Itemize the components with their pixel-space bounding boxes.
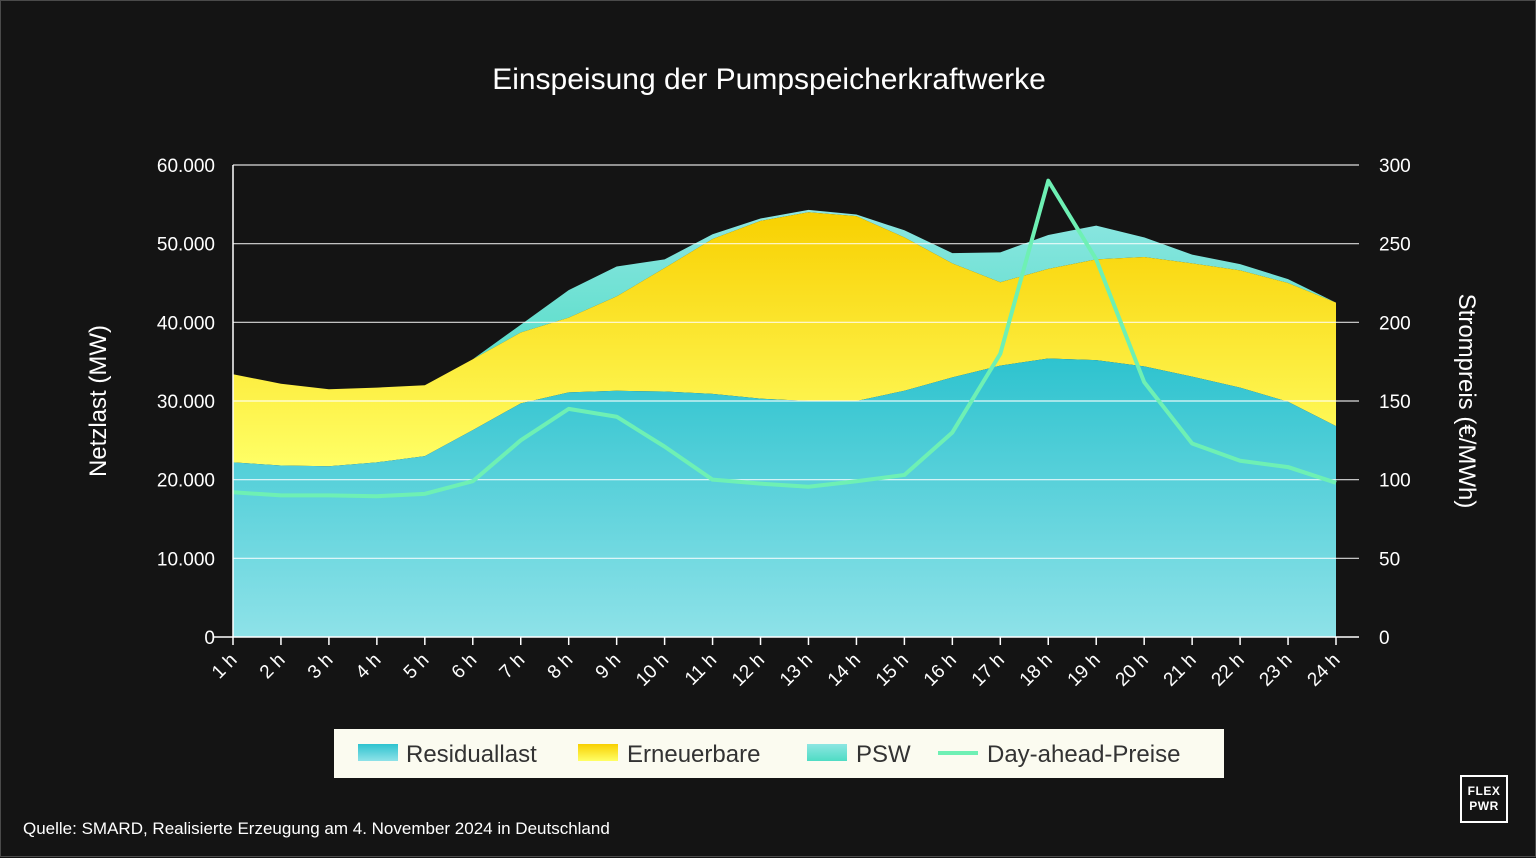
y-tick-right-label: 0 <box>1379 628 1390 649</box>
area-erneuerbare <box>233 212 1336 467</box>
area-residuallast <box>233 358 1336 637</box>
x-tick-label: 5 h <box>400 650 434 684</box>
y-tick-right-label: 300 <box>1379 156 1411 177</box>
y-tick-right-label: 250 <box>1379 235 1411 256</box>
x-tick-label: 16 h <box>920 650 961 691</box>
y-tick-left-label: 60.000 <box>157 156 215 177</box>
legend: Residuallast Erneuerbare PSW Day-ahead-P… <box>334 729 1224 778</box>
x-tick-label: 23 h <box>1256 650 1297 691</box>
y-tick-left-label: 20.000 <box>157 471 215 492</box>
x-tick-label: 10 h <box>632 650 673 691</box>
x-tick-label: 20 h <box>1112 650 1153 691</box>
x-tick-label: 2 h <box>256 650 290 684</box>
x-tick-label: 8 h <box>544 650 578 684</box>
legend-label-residuallast: Residuallast <box>406 741 537 768</box>
y-tick-right-label: 100 <box>1379 471 1411 492</box>
y-tick-left-label: 50.000 <box>157 235 215 256</box>
y-tick-left-label: 30.000 <box>157 392 215 413</box>
flexpwr-logo: FLEX PWR <box>1460 775 1508 823</box>
y-tick-left-label: 10.000 <box>157 549 215 570</box>
x-tick-label: 22 h <box>1208 650 1249 691</box>
line-day-ahead-preise <box>232 178 1337 499</box>
x-tick-label: 13 h <box>776 650 817 691</box>
x-tick-label: 15 h <box>872 650 913 691</box>
chart-title: Einspeisung der Pumpspeicherkraftwerke <box>492 63 1046 96</box>
x-tick-label: 4 h <box>352 650 386 684</box>
x-tick-label: 17 h <box>968 650 1009 691</box>
logo-line-1: FLEX <box>1467 784 1501 798</box>
legend-swatch-residuallast <box>358 744 398 761</box>
x-tick-label: 14 h <box>824 650 865 691</box>
x-tick-label: 21 h <box>1160 650 1201 691</box>
legend-swatch-psw <box>807 744 847 761</box>
x-tick-label: 19 h <box>1064 650 1105 691</box>
y-tick-right-label: 150 <box>1379 392 1411 413</box>
logo-line-2: PWR <box>1469 799 1499 813</box>
legend-label-psw: PSW <box>856 741 911 768</box>
y-axis-left-label: Netzlast (MW) <box>85 325 112 477</box>
source-note: Quelle: SMARD, Realisierte Erzeugung am … <box>23 819 610 838</box>
legend-box <box>334 729 1224 778</box>
x-tick-label: 12 h <box>728 650 769 691</box>
y-tick-right-label: 200 <box>1379 313 1411 334</box>
legend-label-day-ahead-preise: Day-ahead-Preise <box>987 741 1180 768</box>
x-tick-label: 3 h <box>304 650 338 684</box>
x-tick-label: 1 h <box>208 650 242 684</box>
y-tick-left-label: 0 <box>204 628 215 649</box>
legend-label-erneuerbare: Erneuerbare <box>627 741 760 768</box>
y-tick-left-label: 40.000 <box>157 313 215 334</box>
y-axis-right-label: Strompreis (€/MWh) <box>1453 294 1480 509</box>
y-tick-right-label: 50 <box>1379 549 1400 570</box>
legend-swatch-erneuerbare <box>578 744 618 761</box>
x-tick-label: 9 h <box>592 650 626 684</box>
x-tick-label: 6 h <box>448 650 482 684</box>
x-tick-label: 24 h <box>1304 650 1345 691</box>
x-tick-label: 18 h <box>1016 650 1057 691</box>
x-tick-label: 11 h <box>681 650 721 690</box>
x-tick-label: 7 h <box>496 650 530 684</box>
area-psw <box>233 209 1336 390</box>
